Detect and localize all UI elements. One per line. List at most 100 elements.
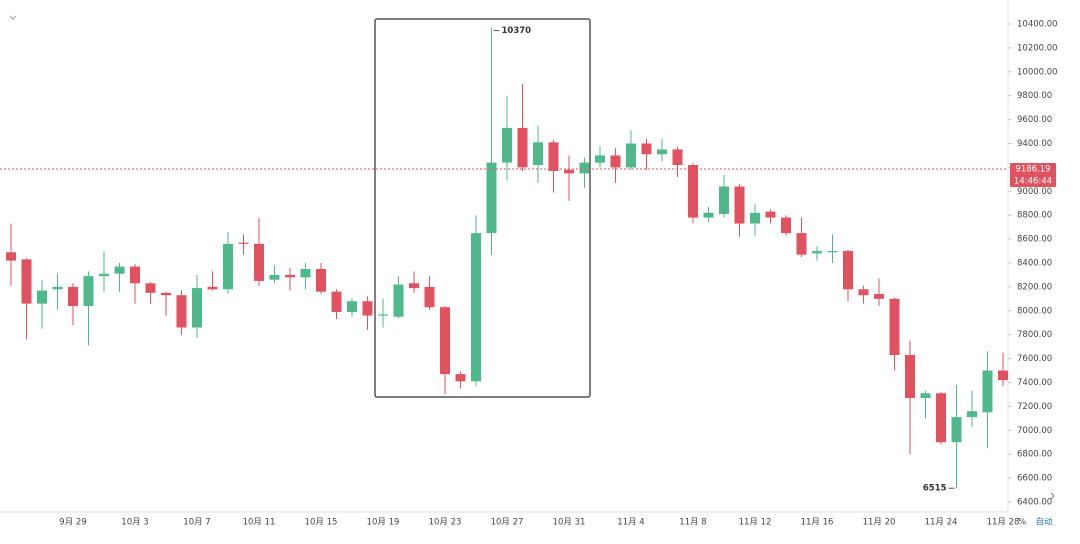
candle-body: [424, 286, 435, 308]
candle-body: [517, 127, 528, 168]
y-tick-label: 10400.00: [1017, 20, 1058, 30]
y-tick-label: 10000.00: [1017, 67, 1058, 77]
candle-body: [207, 286, 218, 290]
scroll-right-button[interactable]: [1050, 492, 1055, 500]
y-tick-label: 9400.00: [1017, 139, 1052, 149]
last-price-badge: [1010, 163, 1056, 188]
drawing-rectangle: [374, 18, 591, 398]
candle-body: [967, 411, 977, 418]
candle-body: [610, 155, 621, 168]
y-tick-label: 7600.00: [1017, 354, 1052, 364]
x-tick-label: 10月 11: [243, 518, 276, 528]
x-tick-label: 10月 23: [429, 518, 462, 528]
collapse-chevron[interactable]: [9, 15, 17, 20]
y-tick-label: 7200.00: [1017, 402, 1052, 412]
candle-body: [6, 252, 16, 261]
candle-body: [99, 273, 109, 277]
candle-body: [750, 212, 760, 224]
candle-body: [951, 417, 962, 443]
candle-body: [889, 298, 900, 355]
candle-body: [982, 370, 993, 413]
candle-body: [37, 290, 47, 304]
percent-button[interactable]: %: [1018, 518, 1026, 528]
x-tick-label: 11月 4: [617, 518, 644, 528]
candle-body: [812, 251, 822, 254]
y-tick-label: 9000.00: [1017, 187, 1052, 197]
x-tick-label: 10月 31: [553, 518, 586, 528]
candle-body: [734, 186, 745, 224]
x-tick-label: 11月 12: [739, 518, 772, 528]
y-tick-label: 7000.00: [1017, 426, 1052, 436]
candle-body: [52, 286, 63, 290]
candle-body: [796, 233, 807, 255]
candle-body: [471, 233, 481, 382]
candle-body: [502, 127, 512, 163]
candle-body: [223, 243, 233, 290]
candle-body: [68, 286, 78, 307]
candle-body: [672, 149, 683, 166]
x-tick-label: 10月 27: [491, 518, 524, 528]
y-tick-label: 8800.00: [1017, 211, 1052, 221]
candle-body: [238, 242, 249, 244]
y-tick-label: 10200.00: [1017, 43, 1058, 53]
candle-body: [114, 266, 125, 274]
max-label: 10370: [502, 26, 532, 36]
y-tick-label: 8000.00: [1017, 306, 1052, 316]
candle-body: [130, 266, 140, 284]
candle-body: [331, 291, 342, 312]
x-tick-label: 9月 29: [59, 518, 86, 528]
candle-body: [254, 243, 264, 281]
candle-body: [269, 274, 280, 280]
candle-body: [161, 292, 171, 296]
candle-body: [440, 307, 450, 375]
auto-button[interactable]: 自动: [1035, 517, 1053, 528]
min-label: 6515: [923, 484, 947, 494]
candle-body: [781, 217, 791, 234]
candle-body: [626, 143, 636, 168]
candle-body: [579, 162, 590, 174]
candle-body: [548, 142, 559, 171]
candle-body: [858, 289, 869, 296]
candle-body: [765, 211, 776, 218]
candle-body: [719, 186, 729, 215]
candle-body: [843, 251, 853, 290]
candle-body: [362, 301, 373, 316]
last-price-label: 9186.19: [1015, 165, 1050, 175]
candle-body: [874, 294, 884, 299]
candle-body: [920, 393, 931, 399]
candle-body: [316, 268, 326, 292]
candle-body: [533, 142, 543, 166]
candle-body: [176, 295, 187, 328]
x-tick-label: 11月 8: [679, 518, 706, 528]
x-tick-label: 11月 20: [863, 518, 896, 528]
x-tick-label: 10月 19: [367, 518, 400, 528]
candle-body: [347, 301, 357, 312]
y-tick-label: 6800.00: [1017, 450, 1052, 460]
y-tick-label: 7800.00: [1017, 330, 1052, 340]
candle-body: [285, 274, 295, 278]
y-tick-label: 6400.00: [1017, 497, 1052, 507]
candle-body: [486, 162, 497, 234]
y-tick-label: 8200.00: [1017, 282, 1052, 292]
candle-body: [192, 288, 202, 328]
candle-body: [564, 169, 574, 174]
candle-body: [21, 259, 32, 304]
candle-body: [409, 283, 419, 289]
candle-body: [83, 276, 94, 307]
candle-body: [378, 314, 388, 316]
y-tick-label: 8400.00: [1017, 258, 1052, 268]
candle-body: [703, 212, 714, 218]
candle-body: [905, 354, 915, 399]
candle-body: [827, 251, 838, 253]
candle-body: [998, 370, 1008, 381]
candle-body: [455, 374, 466, 382]
y-tick-label: 9800.00: [1017, 91, 1052, 101]
y-tick-label: 6600.00: [1017, 474, 1052, 484]
candle-body: [688, 165, 698, 218]
x-tick-label: 11月 24: [925, 518, 958, 528]
x-tick-label: 10月 15: [305, 518, 338, 528]
countdown-label: 14:46:44: [1014, 177, 1052, 187]
candle-body: [641, 143, 652, 155]
y-tick-label: 8600.00: [1017, 235, 1052, 245]
